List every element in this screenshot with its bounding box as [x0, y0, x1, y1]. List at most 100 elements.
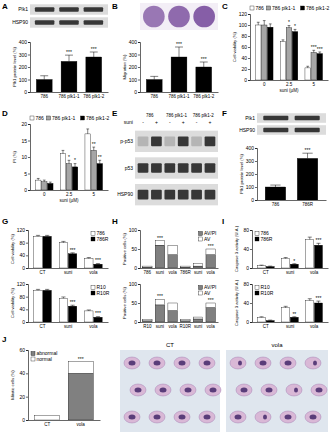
y-tick: 20: [241, 66, 250, 72]
y-tick-label: 200: [246, 171, 255, 177]
legend-swatch: [255, 291, 259, 295]
x-tick-label: 786 plk1-2: [83, 94, 105, 99]
y-tick-mark: [26, 373, 28, 374]
error-bar-stem: [307, 66, 308, 68]
nucleus: [210, 388, 217, 393]
x-tick: suni: [64, 270, 72, 275]
bar-segment: [143, 267, 153, 268]
x-tick: 786 plk1-2: [83, 94, 105, 99]
bar-segment: [168, 303, 178, 311]
error-bar-stem: [282, 40, 283, 42]
error-bar-stem: [275, 185, 276, 187]
bar: [314, 245, 322, 268]
x-tick-label: CT: [44, 422, 50, 427]
cell: [255, 357, 271, 369]
nucleus: [204, 415, 211, 420]
bar: [35, 180, 41, 190]
y-tick-label: 0: [246, 265, 249, 271]
significance-label: ***: [70, 299, 76, 305]
legend-swatch: [301, 6, 305, 10]
y-tick-mark: [255, 200, 257, 201]
nucleus: [316, 388, 323, 393]
y-tick: 20: [19, 394, 28, 400]
x-tick-label: 5: [93, 192, 96, 197]
y-tick-mark: [28, 190, 30, 191]
x-tick: 0: [263, 82, 266, 87]
chart: 0100200300400786786 plk1-1786 plk1-2****…: [12, 39, 109, 99]
panel-letter: D: [2, 109, 8, 118]
blot-strip: [30, 17, 108, 27]
x-tick-label: 786R: [180, 270, 192, 275]
bar: [266, 321, 274, 322]
bar: [292, 32, 298, 80]
y-tick: 5: [24, 171, 30, 177]
bar: [266, 267, 274, 268]
error-bar-cap: [45, 235, 49, 236]
y-tick-mark: [28, 42, 30, 43]
y-tick-label: 0: [22, 319, 25, 325]
error-bar-cap: [36, 235, 40, 236]
y-tick-label: 100: [239, 22, 248, 28]
cell: [174, 411, 190, 423]
legend-swatch: [255, 232, 259, 236]
y-tick: 40: [241, 55, 250, 61]
y-axis: 050100: [129, 281, 141, 325]
legend-label: 786 plk1-1: [52, 115, 76, 121]
x-tick: 5: [93, 192, 96, 197]
bars: [265, 153, 318, 200]
x-tick: 786: [40, 94, 48, 99]
x-tick-label: 786R: [302, 202, 314, 207]
y-tick: 0: [22, 319, 28, 325]
bar: [255, 25, 261, 80]
y-tick: 300: [246, 158, 257, 164]
blot-band: [295, 128, 320, 132]
well: [143, 6, 165, 28]
error-bar-stem: [38, 178, 39, 180]
legend-swatch: [91, 232, 95, 236]
error-bar: [200, 62, 208, 67]
x-axis: R10sunivolaR10Rsunivola: [141, 323, 219, 329]
bar: [306, 301, 314, 322]
y-tick-label: 20: [241, 66, 247, 72]
legend-label: 786: [36, 115, 45, 121]
y-tick-mark: [138, 42, 140, 43]
bar: [314, 303, 322, 322]
x-axis: 786sunivola786Rsunivola: [141, 269, 219, 275]
bar-segment: [181, 266, 191, 267]
blot-strip: [257, 113, 326, 123]
panel-letter: I: [222, 217, 224, 226]
y-tick-mark: [248, 69, 250, 70]
x-axis: CTsunivola: [29, 323, 109, 329]
error-bar: [92, 147, 95, 150]
x-tick: vola: [89, 324, 98, 329]
y-tick-mark: [138, 284, 140, 285]
legend-swatch: [31, 357, 35, 361]
blot-strip: [30, 4, 108, 14]
bar-segment: [168, 255, 178, 268]
blot-row-label: HSP90: [239, 127, 255, 133]
y-tick-label: 40: [243, 246, 249, 252]
cell: [124, 411, 140, 423]
y-tick: 100: [129, 77, 140, 83]
bar-segment: [155, 299, 165, 305]
error-bar-cap: [45, 289, 49, 290]
chart: 04080CTsunivola****Caspase 3 activity (U…: [234, 225, 329, 274]
error-bar: [87, 309, 91, 311]
annotations: ***: [78, 356, 84, 362]
y-tick-mark: [138, 67, 140, 68]
error-bar: [260, 316, 264, 317]
legend-swatch: [255, 286, 259, 290]
legend-label: 786 plk1-1: [272, 5, 296, 11]
error-bar: [62, 150, 65, 153]
x-tick-label: suni: [156, 270, 164, 275]
bar: [317, 54, 323, 80]
x-tick: vola: [89, 270, 98, 275]
error-bar: [87, 257, 91, 259]
y-tick-label: 0: [22, 417, 25, 423]
x-tick: R10: [143, 324, 152, 329]
y-tick-label: 40: [241, 55, 247, 61]
y-tick-mark: [26, 309, 28, 310]
nucleus: [129, 415, 136, 420]
x-tick-label: 0: [43, 192, 46, 197]
y-tick-label: 60: [19, 347, 25, 353]
